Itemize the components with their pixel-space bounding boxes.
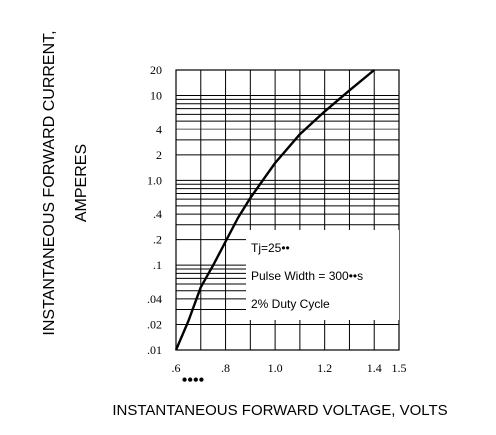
annotation-text: Tj=25•• <box>251 241 290 255</box>
x-tick-labels: .6 .8 1.0 1.2 1.4 1.5 <box>172 361 407 375</box>
y-tick-label: 20 <box>150 63 162 77</box>
y-tick-label: 1.0 <box>147 173 162 187</box>
x-tick-label: 1.2 <box>317 361 332 375</box>
annotation-background <box>246 230 399 320</box>
y-tick-label: .01 <box>147 343 162 357</box>
x-axis-extra-mark: •••• <box>182 372 204 389</box>
x-tick-label: .6 <box>172 361 181 375</box>
x-tick-label: 1.0 <box>268 361 283 375</box>
y-tick-labels: 20 10 4 2 1.0 .4 .2 .1 .04 .02 .01 <box>147 63 162 357</box>
annotation-box: Tj=25•• Pulse Width = 300••s 2% Duty Cycle <box>246 230 399 320</box>
y-tick-label: .04 <box>147 292 162 306</box>
x-tick-label: .8 <box>221 361 230 375</box>
y-tick-label: 2 <box>156 148 162 162</box>
x-axis-label: INSTANTANEOUS FORWARD VOLTAGE, VOLTS <box>112 402 447 419</box>
series-layer <box>174 69 375 351</box>
plot-border <box>175 69 400 351</box>
annotation-text: 2% Duty Cycle <box>251 297 330 311</box>
y-axis-label-line1: INSTANTANEOUS FORWARD CURRENT, <box>41 30 58 335</box>
y-tick-label: .2 <box>153 233 162 247</box>
plot-frame <box>175 69 400 351</box>
y-axis-label-line2: AMPERES <box>73 144 90 222</box>
series-line <box>174 69 375 351</box>
y-tick-label: .1 <box>153 258 162 272</box>
x-tick-label: 1.5 <box>392 361 407 375</box>
y-tick-label: 4 <box>156 122 162 136</box>
x-tick-label: 1.4 <box>367 361 382 375</box>
y-tick-label: 10 <box>150 89 162 103</box>
y-tick-label: .02 <box>147 317 162 331</box>
annotation-text: Pulse Width = 300••s <box>251 269 363 283</box>
y-tick-label: .4 <box>153 207 162 221</box>
